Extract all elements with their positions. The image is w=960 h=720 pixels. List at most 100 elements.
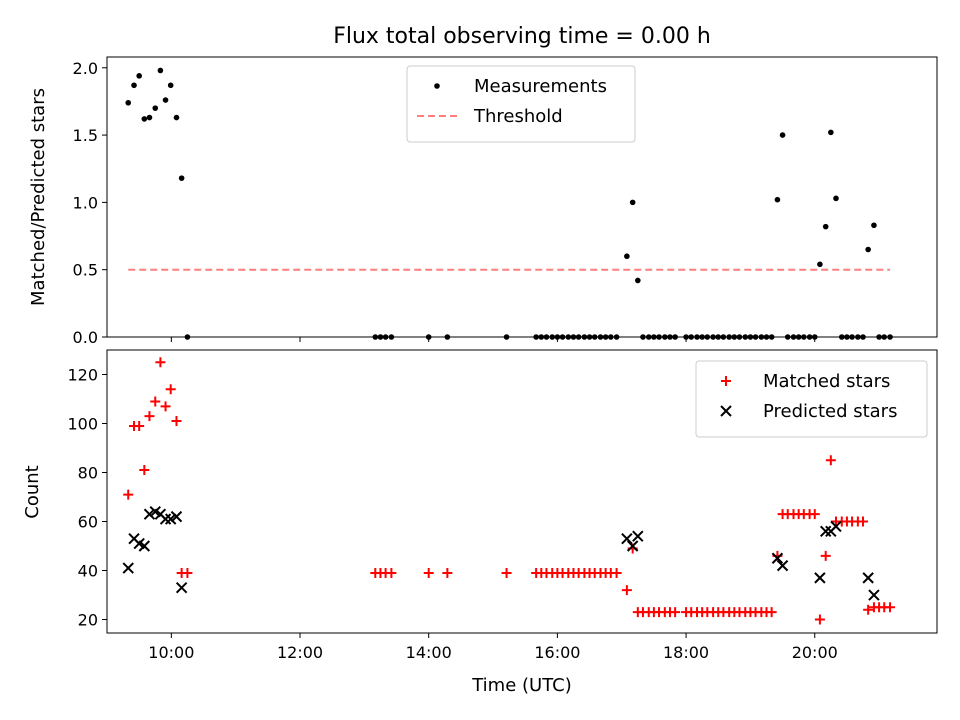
data-point (632, 530, 644, 542)
data-point (136, 73, 142, 79)
data-point (833, 195, 839, 202)
data-point (771, 552, 784, 564)
bottom-ytick-label: 60 (78, 513, 98, 532)
legend-label: Threshold (473, 106, 563, 127)
bottom-plot-frame (106, 349, 938, 634)
data-point (139, 465, 150, 476)
bottom-xtick-label: 18:00 (663, 643, 709, 662)
bottom-legend: Matched stars Predicted stars (695, 360, 928, 438)
data-point (885, 602, 896, 613)
top-chart-title: Flux total observing time = 0.00 h (333, 24, 711, 49)
data-point (162, 97, 169, 103)
data-point (182, 567, 193, 578)
data-point (134, 420, 145, 431)
data-point (828, 129, 834, 136)
data-point (152, 105, 159, 111)
top-chart-ylabel: Matched/Predicted stars (28, 88, 49, 306)
top-legend: Measurements Threshold (406, 65, 636, 143)
bottom-chart-ylabel: Count (22, 465, 43, 518)
data-point (386, 567, 397, 578)
data-point (144, 411, 155, 422)
data-point (868, 589, 880, 601)
top-legend-box (406, 65, 636, 143)
data-point (774, 196, 781, 203)
data-point (442, 567, 453, 578)
data-point (779, 132, 786, 138)
data-point (629, 199, 636, 206)
bottom-xtick-label: 16:00 (534, 643, 580, 662)
bottom-xtick-label: 20:00 (792, 643, 838, 662)
data-point (776, 559, 789, 572)
data-point (171, 416, 182, 427)
top-ytick-label: 0.5 (73, 261, 98, 280)
data-point (814, 572, 826, 584)
data-point (122, 562, 134, 574)
bottom-xtick-label: 14:00 (406, 643, 452, 662)
data-point (173, 114, 180, 121)
data-point (123, 489, 134, 500)
data-point (170, 510, 183, 523)
data-point (157, 67, 164, 74)
data-point (131, 82, 137, 89)
bottom-ytick-label: 20 (78, 611, 98, 630)
bottom-series-predicted-stars (122, 506, 880, 601)
data-point (621, 585, 632, 596)
legend-label: Predicted stars (763, 401, 897, 422)
legend-swatch-measurements (434, 83, 440, 89)
data-point (611, 567, 622, 578)
data-point (141, 116, 148, 122)
data-point (822, 223, 829, 230)
bottom-ytick-label: 100 (67, 415, 98, 434)
bottom-series-matched-stars (123, 357, 896, 625)
top-ytick-label: 1.5 (73, 126, 98, 145)
data-point (150, 396, 161, 407)
bottom-xtick-label: 10:00 (148, 643, 194, 662)
bottom-ytick-label: 80 (78, 464, 98, 483)
data-point (830, 520, 842, 533)
bottom-ytick-label: 40 (78, 562, 98, 581)
data-point (862, 572, 874, 584)
data-point (423, 567, 434, 578)
data-point (820, 550, 831, 561)
data-point (175, 581, 188, 594)
data-point (814, 614, 825, 625)
top-ytick-label: 1.0 (73, 193, 98, 212)
data-point (167, 82, 174, 89)
data-point (621, 532, 633, 545)
data-point (143, 508, 156, 520)
data-point (501, 567, 512, 578)
data-point (138, 540, 151, 552)
data-point (825, 455, 836, 466)
legend-label: Measurements (474, 76, 607, 97)
data-point (865, 246, 871, 253)
data-point (155, 357, 166, 368)
data-point (159, 513, 172, 525)
data-point (858, 516, 869, 527)
data-point (624, 253, 630, 260)
data-point (766, 607, 777, 618)
bottom-chart-panel: Count Time (UTC) 20 40 60 80 100 120 10:00 12:0… (22, 349, 938, 696)
top-ytick-label: 0.0 (73, 328, 98, 347)
data-point (817, 261, 823, 268)
data-point (164, 513, 177, 525)
data-point (146, 114, 153, 121)
data-point (809, 509, 820, 520)
top-chart-panel: Matched/Predicted stars 0.0 0.5 1.0 1.5 2.0 M… (28, 56, 938, 347)
bottom-xtick-label: 12:00 (277, 643, 323, 662)
data-point (178, 175, 185, 181)
top-plot-frame (106, 56, 938, 338)
data-point (165, 384, 176, 395)
data-point (125, 99, 132, 106)
bottom-chart-xlabel: Time (UTC) (471, 675, 572, 696)
legend-label: Matched stars (763, 371, 890, 392)
legend-swatch-matched (721, 376, 731, 386)
data-point (871, 222, 877, 229)
data-point (863, 604, 874, 615)
data-point (626, 540, 639, 552)
top-ytick-label: 2.0 (73, 59, 98, 78)
data-point (160, 401, 171, 412)
bottom-ytick-label: 120 (67, 366, 98, 385)
data-point (670, 607, 681, 618)
bottom-legend-box (695, 360, 928, 438)
